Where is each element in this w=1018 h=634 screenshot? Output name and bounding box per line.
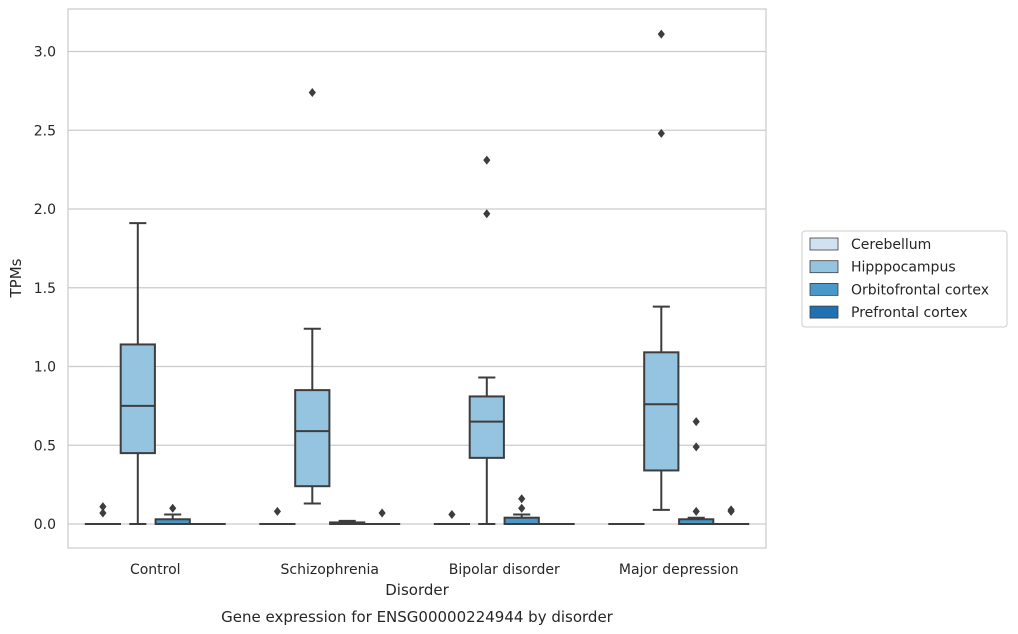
outlier-point	[518, 494, 526, 504]
y-tick-label: 3.0	[34, 45, 56, 61]
plot-frame	[67, 8, 767, 549]
box-cerebellum	[433, 510, 471, 526]
chart-caption: Gene expression for ENSG00000224944 by d…	[221, 608, 614, 626]
legend-swatch	[809, 282, 839, 296]
box-prefrontal-cortex	[712, 505, 750, 526]
outlier-point	[169, 503, 177, 513]
outlier-point	[99, 502, 107, 512]
outlier-point	[692, 506, 700, 516]
box-body	[119, 343, 156, 455]
box-orbitofrontal-cortex	[329, 519, 366, 525]
y-tick-label: 1.5	[34, 281, 56, 297]
outlier-point	[692, 442, 700, 452]
outlier-point	[378, 508, 386, 518]
x-tick-labels: Control Schizophrenia Bipolar disorder Majo…	[130, 562, 739, 578]
legend: Cerebellum Hipppocampus Orbitofrontal cort…	[801, 230, 1008, 328]
grid-lines	[68, 50, 766, 525]
box-hipppocampus	[119, 222, 156, 525]
legend-frame	[801, 230, 1008, 328]
outlier-point	[99, 508, 107, 518]
outlier-point	[273, 506, 281, 516]
outlier-point	[657, 128, 665, 138]
y-tick-label: 2.0	[34, 202, 56, 218]
legend-swatch	[809, 305, 839, 319]
outlier-point	[308, 87, 316, 97]
box-prefrontal-cortex	[363, 508, 401, 526]
x-tick-label: Major depression	[619, 562, 739, 578]
outlier-point	[448, 510, 456, 520]
y-tick-labels: 0.0 0.5 1.0 1.5 2.0 2.5 3.0	[34, 45, 56, 534]
x-tick-label: Bipolar disorder	[449, 562, 560, 578]
outlier-point	[483, 209, 491, 219]
y-tick-label: 1.0	[34, 360, 56, 376]
outlier-point	[657, 29, 665, 39]
outlier-point	[518, 503, 526, 513]
outlier-point	[692, 417, 700, 427]
box-hipppocampus	[468, 155, 505, 525]
outlier-point	[483, 155, 491, 165]
box-body	[643, 351, 680, 472]
box-body	[468, 395, 505, 459]
box-cerebellum	[259, 506, 296, 526]
legend-swatch	[809, 237, 839, 251]
box-orbitofrontal-cortex	[678, 417, 715, 526]
legend-label: Hipppocampus	[851, 260, 956, 276]
y-axis-label: TPMs	[7, 258, 25, 298]
box-cerebellum	[84, 502, 122, 526]
x-axis-label: Disorder	[385, 581, 449, 599]
box-plots	[84, 29, 750, 526]
legend-label: Cerebellum	[851, 237, 931, 253]
box-hipppocampus	[643, 29, 680, 511]
x-tick-label: Schizophrenia	[281, 562, 379, 578]
y-tick-label: 2.5	[34, 123, 56, 139]
box-hipppocampus	[294, 87, 331, 505]
box-orbitofrontal-cortex	[503, 494, 540, 526]
box-body	[294, 389, 331, 488]
legend-swatch	[809, 260, 839, 274]
outlier-point	[727, 505, 735, 515]
legend-label: Orbitofrontal cortex	[851, 282, 989, 298]
y-tick-label: 0.0	[34, 517, 56, 533]
y-tick-label: 0.5	[34, 438, 56, 454]
legend-label: Prefrontal cortex	[851, 305, 968, 321]
box-orbitofrontal-cortex	[154, 503, 191, 526]
x-tick-label: Control	[130, 562, 181, 578]
